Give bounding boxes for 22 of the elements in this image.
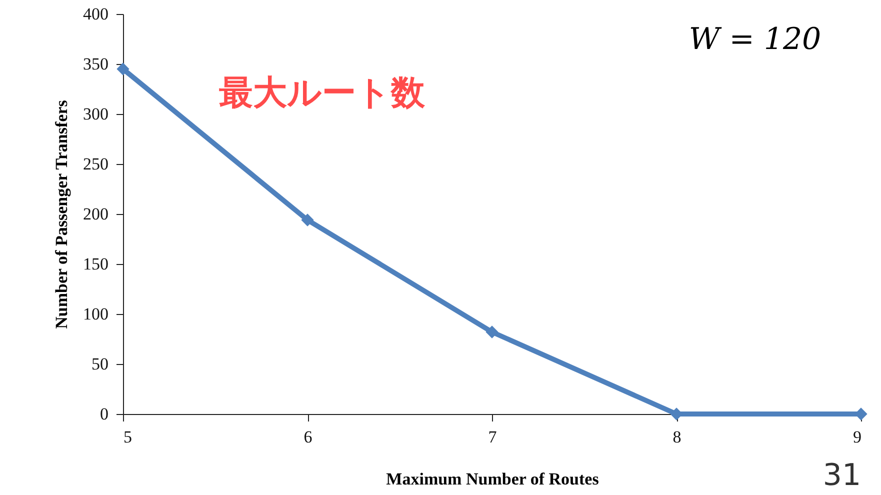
x-tick-label: 8 bbox=[672, 428, 682, 446]
x-tick-label: 5 bbox=[124, 428, 132, 446]
y-tick-label: 350 bbox=[83, 54, 108, 74]
y-tick-label: 250 bbox=[83, 154, 108, 174]
x-tick-label: 6 bbox=[304, 428, 312, 446]
y-axis-title: Number of Passenger Transfers bbox=[52, 100, 71, 329]
y-tick-label: 200 bbox=[83, 204, 108, 224]
point bbox=[301, 214, 314, 226]
point bbox=[486, 326, 498, 338]
annotation: W = 120 bbox=[688, 22, 822, 57]
x-tick-label: 7 bbox=[488, 428, 498, 446]
y-tick-label: 100 bbox=[83, 304, 108, 324]
point bbox=[116, 62, 130, 76]
y-tick-label: 50 bbox=[92, 354, 108, 374]
text: 31 bbox=[822, 458, 862, 493]
annotation: 最大ルート数 bbox=[219, 73, 426, 113]
y-tick-label: 400 bbox=[83, 4, 108, 24]
x-axis-title: Maximum Number of Routes bbox=[386, 470, 600, 488]
y-tick-label: 150 bbox=[83, 254, 108, 274]
x-tick-label: 9 bbox=[853, 428, 862, 446]
y-tick-label: 0 bbox=[100, 404, 108, 424]
y-tick-label: 300 bbox=[83, 104, 108, 124]
